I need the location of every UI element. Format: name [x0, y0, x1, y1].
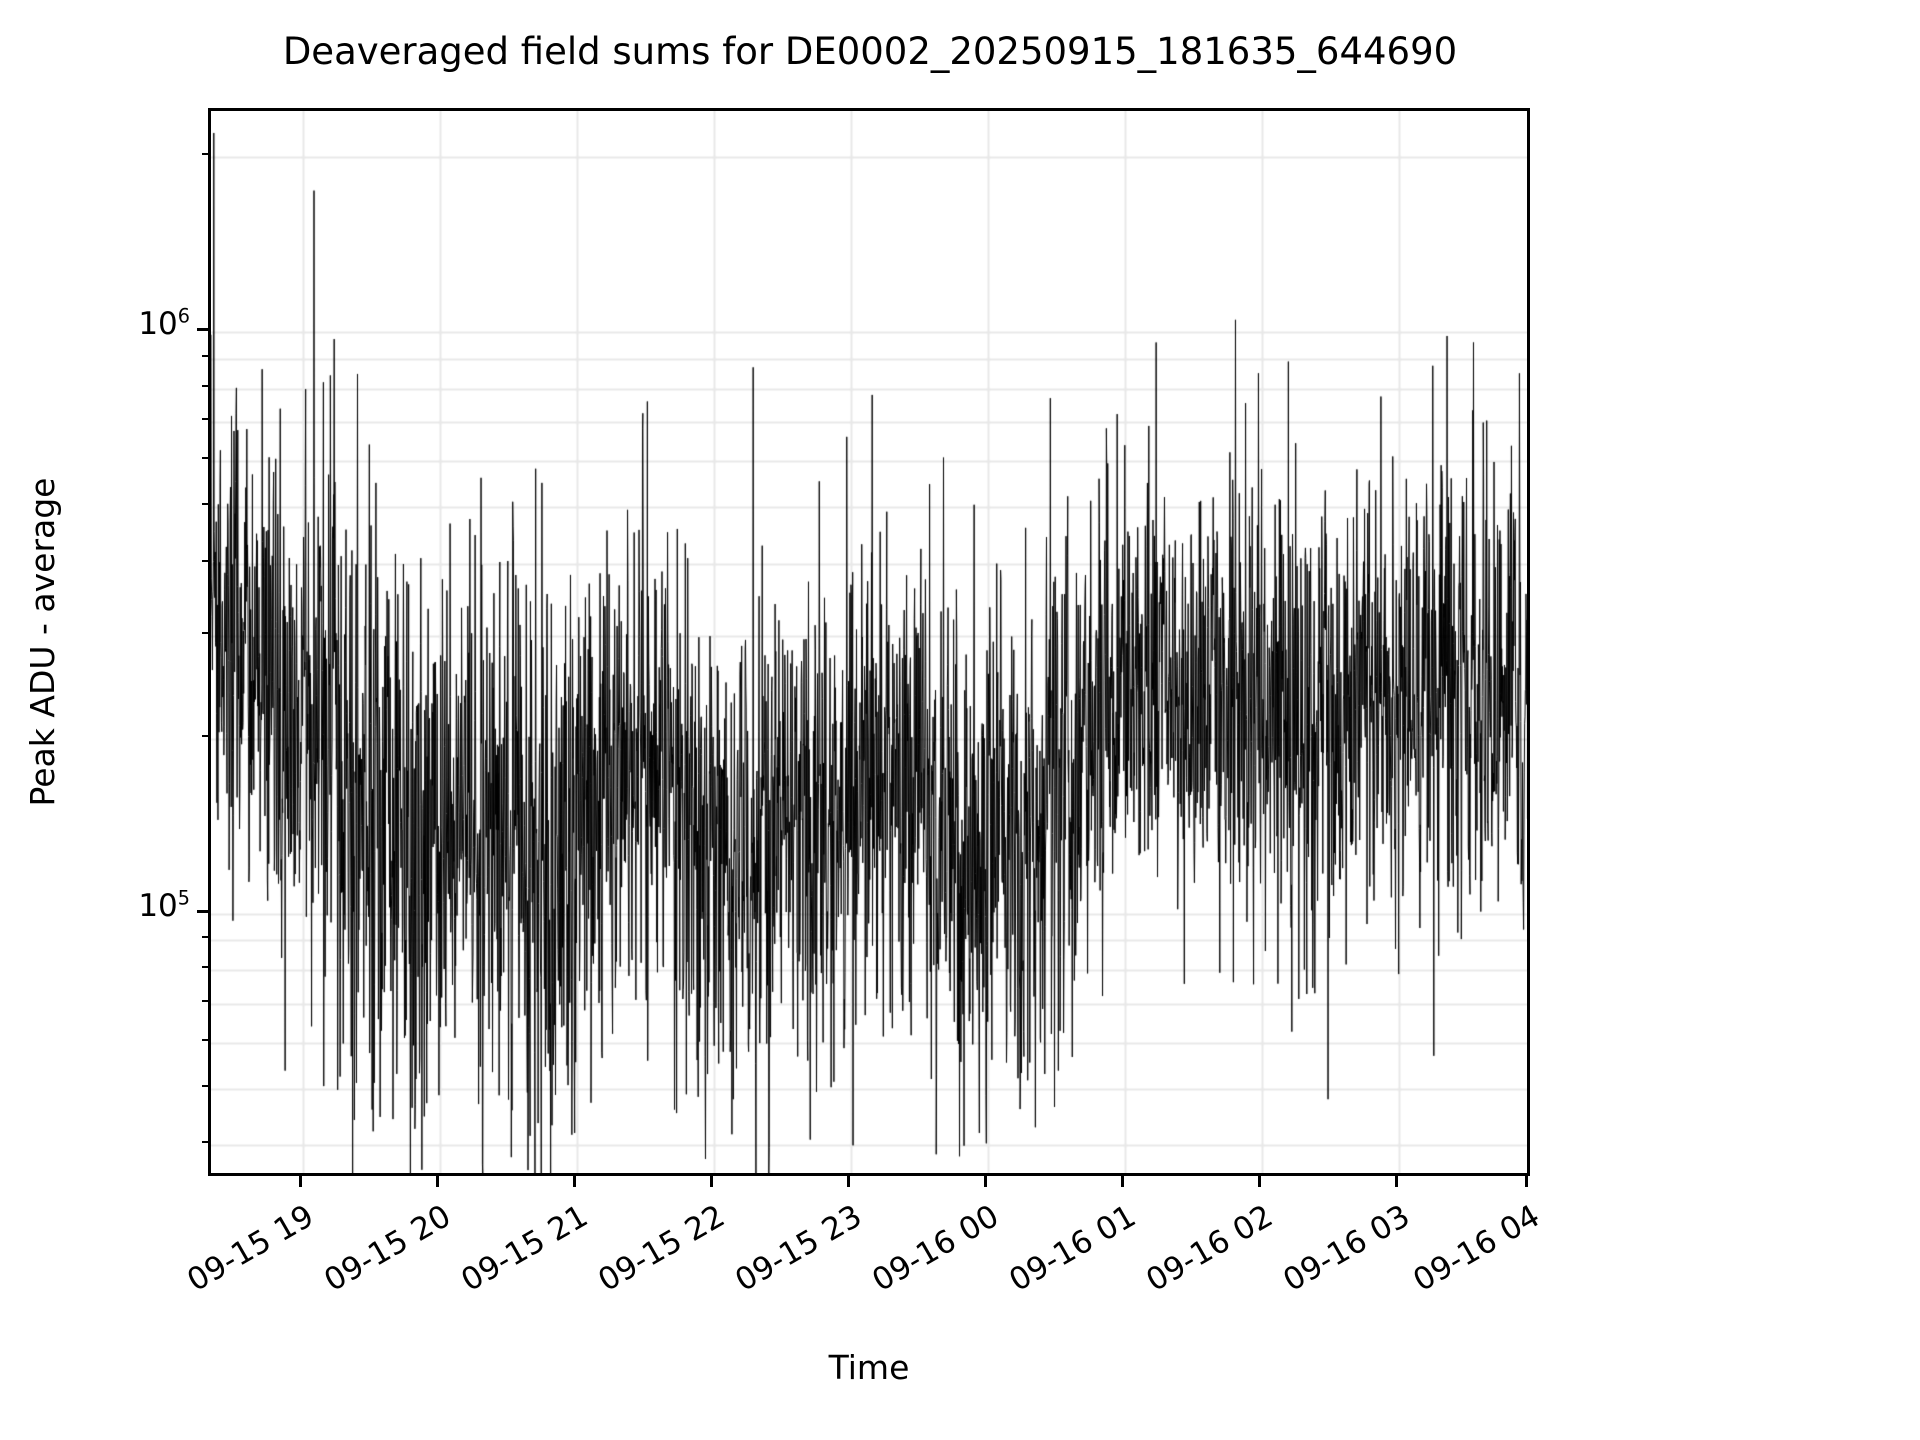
y-tick-mark — [197, 909, 208, 913]
x-tick-mark — [1395, 1176, 1398, 1187]
y-axis-label: Peak ADU - average — [23, 477, 62, 807]
x-tick-mark — [1525, 1176, 1528, 1187]
y-tick-mark-minor — [202, 418, 208, 421]
y-tick-mark-minor — [202, 153, 208, 156]
chart-title: Deaveraged field sums for DE0002_2025091… — [282, 30, 1458, 73]
x-tick-mark — [847, 1176, 850, 1187]
x-tick-mark — [1121, 1176, 1124, 1187]
y-tick-mark-minor — [202, 734, 208, 737]
y-tick-mark-minor — [202, 1084, 208, 1087]
x-tick-mark — [984, 1176, 987, 1187]
y-tick-label: 106 — [138, 304, 190, 343]
x-tick-mark — [436, 1176, 439, 1187]
y-tick-mark — [197, 328, 208, 332]
y-tick-mark-minor — [202, 354, 208, 357]
y-tick-mark-minor — [202, 457, 208, 460]
x-tick-mark — [573, 1176, 576, 1187]
y-tick-label: 105 — [138, 886, 190, 924]
y-tick-mark-minor — [202, 999, 208, 1002]
y-tick-mark-minor — [202, 966, 208, 969]
y-tick-mark-minor — [202, 559, 208, 562]
series-plot-canvas — [211, 111, 1527, 1173]
x-tick-mark — [1258, 1176, 1261, 1187]
plot-area — [208, 108, 1530, 1176]
y-tick-mark-minor — [202, 384, 208, 387]
y-tick-mark-minor — [202, 936, 208, 939]
y-tick-mark-minor — [202, 503, 208, 506]
y-tick-mark-minor — [202, 1038, 208, 1041]
y-tick-mark-minor — [202, 632, 208, 635]
x-axis-label: Time — [828, 1348, 910, 1387]
x-tick-mark — [710, 1176, 713, 1187]
y-tick-mark-minor — [202, 1141, 208, 1144]
x-tick-mark — [299, 1176, 302, 1187]
